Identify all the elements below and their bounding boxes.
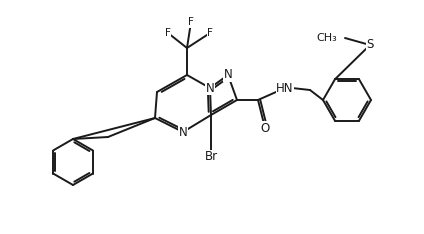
Text: F: F: [207, 28, 213, 38]
Text: CH₃: CH₃: [316, 33, 337, 43]
Text: N: N: [206, 81, 215, 95]
Text: F: F: [165, 28, 171, 38]
Text: HN: HN: [276, 81, 294, 95]
Text: Br: Br: [204, 150, 218, 164]
Text: O: O: [260, 121, 270, 135]
Text: S: S: [366, 39, 374, 51]
Text: N: N: [223, 69, 232, 81]
Text: F: F: [188, 17, 194, 27]
Text: N: N: [179, 125, 187, 139]
